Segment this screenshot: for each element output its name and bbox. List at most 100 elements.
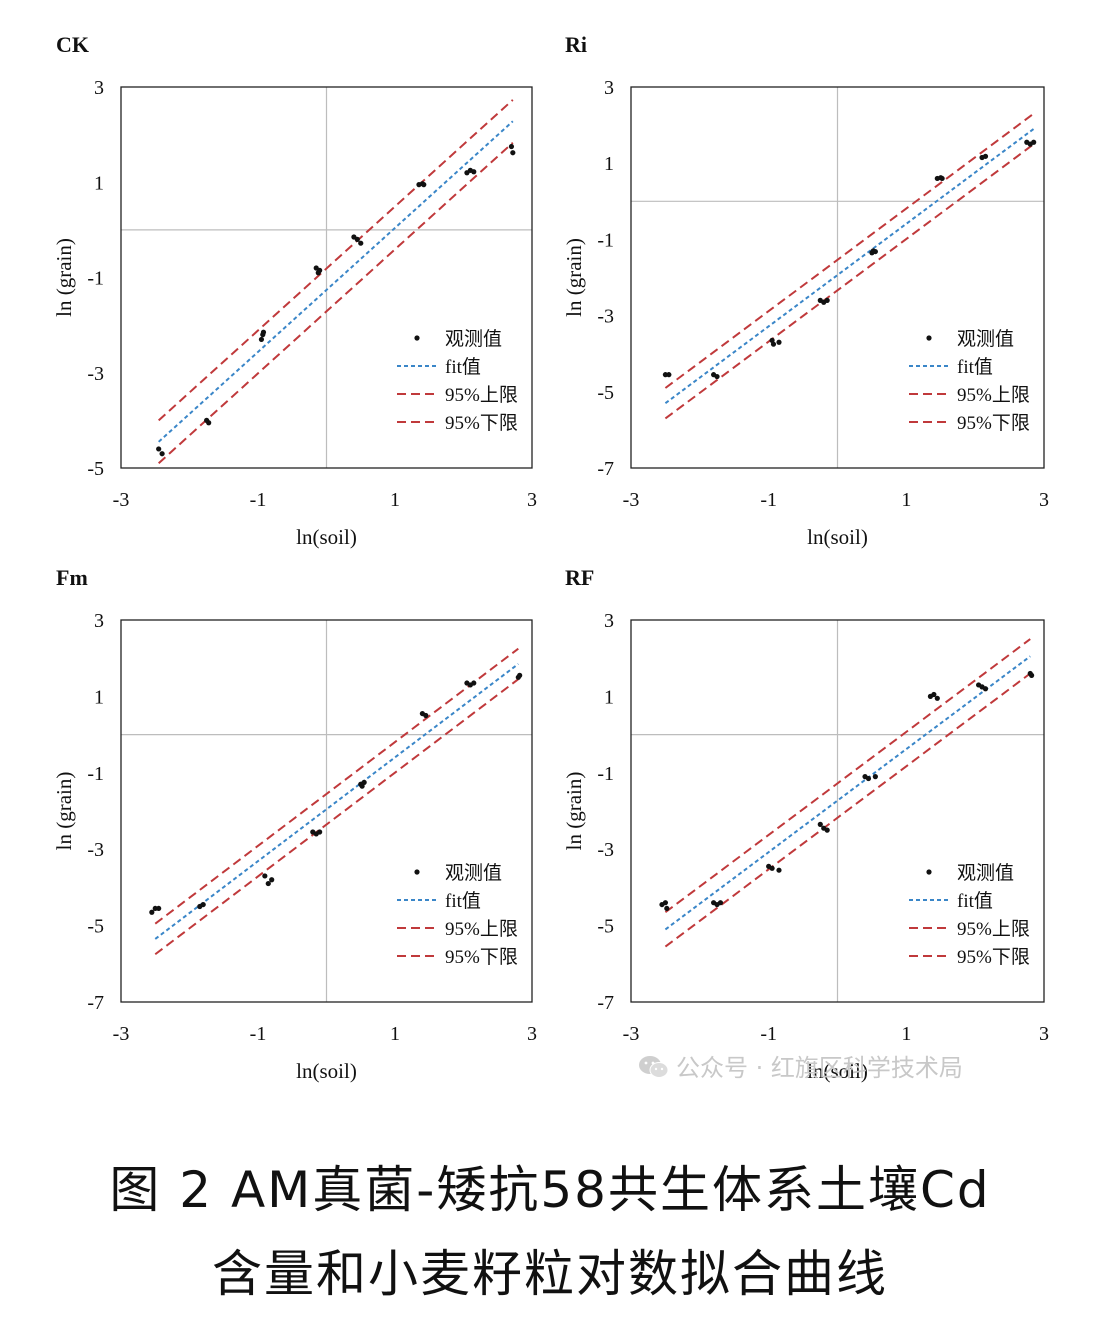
y-tick-label: 1 xyxy=(94,172,104,194)
data-point xyxy=(664,905,670,912)
y-tick-label: -1 xyxy=(597,763,614,785)
data-point xyxy=(269,877,275,883)
data-point xyxy=(939,175,945,182)
y-tick-label: -5 xyxy=(87,916,104,938)
data-point xyxy=(1029,672,1035,678)
legend-label-observed: 观测值 xyxy=(445,862,502,884)
data-point xyxy=(262,873,268,879)
data-point xyxy=(776,867,782,873)
data-point xyxy=(317,267,323,273)
legend-marker-observed xyxy=(414,869,420,875)
y-axis-label: ln (grain) xyxy=(52,238,76,317)
data-point xyxy=(510,150,516,156)
x-tick-label: 3 xyxy=(1039,489,1049,511)
y-tick-label: -7 xyxy=(597,458,614,480)
data-point xyxy=(824,827,830,833)
upper-95-line xyxy=(664,638,1031,914)
y-tick-label: 3 xyxy=(94,77,104,99)
y-tick-label: 3 xyxy=(94,610,104,632)
plot-frame xyxy=(630,86,1045,469)
legend-label-upper: 95%上限 xyxy=(957,384,1030,406)
plot-frame xyxy=(630,619,1045,1003)
data-point xyxy=(359,783,365,789)
x-axis-label: ln(soil) xyxy=(296,525,357,549)
lower-95-line xyxy=(154,678,519,956)
data-point xyxy=(159,451,165,457)
data-point xyxy=(776,339,782,345)
x-tick-label: 3 xyxy=(527,1023,537,1045)
figure-caption-line-1: 图 2 AM真菌-矮抗58共生体系土壤Cd xyxy=(109,1161,991,1219)
panel-title: Fm xyxy=(56,565,88,590)
x-tick-label: -3 xyxy=(623,489,640,511)
lower-95-line xyxy=(664,672,1031,948)
fit-line xyxy=(154,663,519,940)
data-point xyxy=(872,248,878,255)
data-point xyxy=(361,779,367,785)
y-tick-label: 1 xyxy=(604,153,614,175)
x-tick-label: 1 xyxy=(901,489,911,511)
legend-label-fit: fit值 xyxy=(445,356,481,378)
fit-line xyxy=(664,655,1031,931)
y-tick-label: -3 xyxy=(597,839,614,861)
data-point xyxy=(662,900,669,906)
data-point xyxy=(471,169,477,175)
data-point xyxy=(770,341,777,347)
y-axis-label: ln (grain) xyxy=(562,772,586,851)
data-point xyxy=(824,297,830,303)
y-tick-label: -3 xyxy=(87,839,104,861)
x-tick-label: -3 xyxy=(113,489,130,511)
y-tick-label: -7 xyxy=(87,992,104,1014)
y-tick-label: -1 xyxy=(87,268,104,290)
upper-95-line xyxy=(158,99,514,422)
data-point xyxy=(421,182,427,188)
x-tick-label: 1 xyxy=(390,489,400,511)
data-point xyxy=(358,240,364,246)
legend-label-lower: 95%下限 xyxy=(957,946,1030,968)
y-tick-label: -3 xyxy=(87,363,104,385)
plot-frame xyxy=(120,86,533,469)
data-point xyxy=(982,153,989,159)
y-tick-label: -5 xyxy=(87,458,104,480)
legend-marker-observed xyxy=(414,335,420,341)
x-tick-label: -1 xyxy=(760,489,777,511)
x-axis-label: ln(soil) xyxy=(807,1059,868,1083)
panel-title: Ri xyxy=(565,32,587,57)
legend-label-lower: 95%下限 xyxy=(957,412,1030,434)
upper-95-line xyxy=(154,647,519,925)
y-tick-label: 1 xyxy=(604,686,614,708)
legend-marker-observed xyxy=(926,869,932,875)
watermark-text: 公众号 · 红旗区科学技术局 xyxy=(676,1054,963,1082)
legend-label-observed: 观测值 xyxy=(957,862,1014,884)
y-tick-label: -5 xyxy=(597,916,614,938)
data-point xyxy=(872,774,878,780)
legend-label-fit: fit值 xyxy=(957,890,993,912)
y-tick-label: -7 xyxy=(597,992,614,1014)
legend-label-upper: 95%上限 xyxy=(445,384,518,406)
y-tick-label: 1 xyxy=(94,686,104,708)
legend-label-fit: fit值 xyxy=(445,890,481,912)
x-tick-label: 1 xyxy=(390,1023,400,1045)
data-point xyxy=(471,680,477,686)
x-tick-label: -3 xyxy=(113,1023,130,1045)
lower-95-line xyxy=(158,141,514,464)
legend-marker-observed xyxy=(926,335,932,341)
x-tick-label: 1 xyxy=(901,1023,911,1045)
panel-title: RF xyxy=(565,565,594,590)
x-tick-label: -1 xyxy=(250,489,267,511)
y-tick-label: 3 xyxy=(604,610,614,632)
data-point xyxy=(265,880,271,887)
chart-panel-fm: Fm 3 1 -1 -3 -5 -7 -3 -1 1 3 ln(soil) ln (grain) 观测值 f… xyxy=(52,565,537,1083)
legend-label-observed: 观测值 xyxy=(957,328,1014,350)
data-point xyxy=(982,686,989,692)
legend-label-lower: 95%下限 xyxy=(445,946,518,968)
y-tick-label: -3 xyxy=(597,306,614,328)
x-tick-label: -1 xyxy=(250,1023,267,1045)
y-tick-label: 3 xyxy=(604,77,614,99)
legend-label-upper: 95%上限 xyxy=(957,918,1030,940)
x-tick-label: 3 xyxy=(527,489,537,511)
figure-caption-line-2: 含量和小麦籽粒对数拟合曲线 xyxy=(212,1245,888,1303)
data-point xyxy=(156,905,162,912)
data-point xyxy=(865,775,872,782)
